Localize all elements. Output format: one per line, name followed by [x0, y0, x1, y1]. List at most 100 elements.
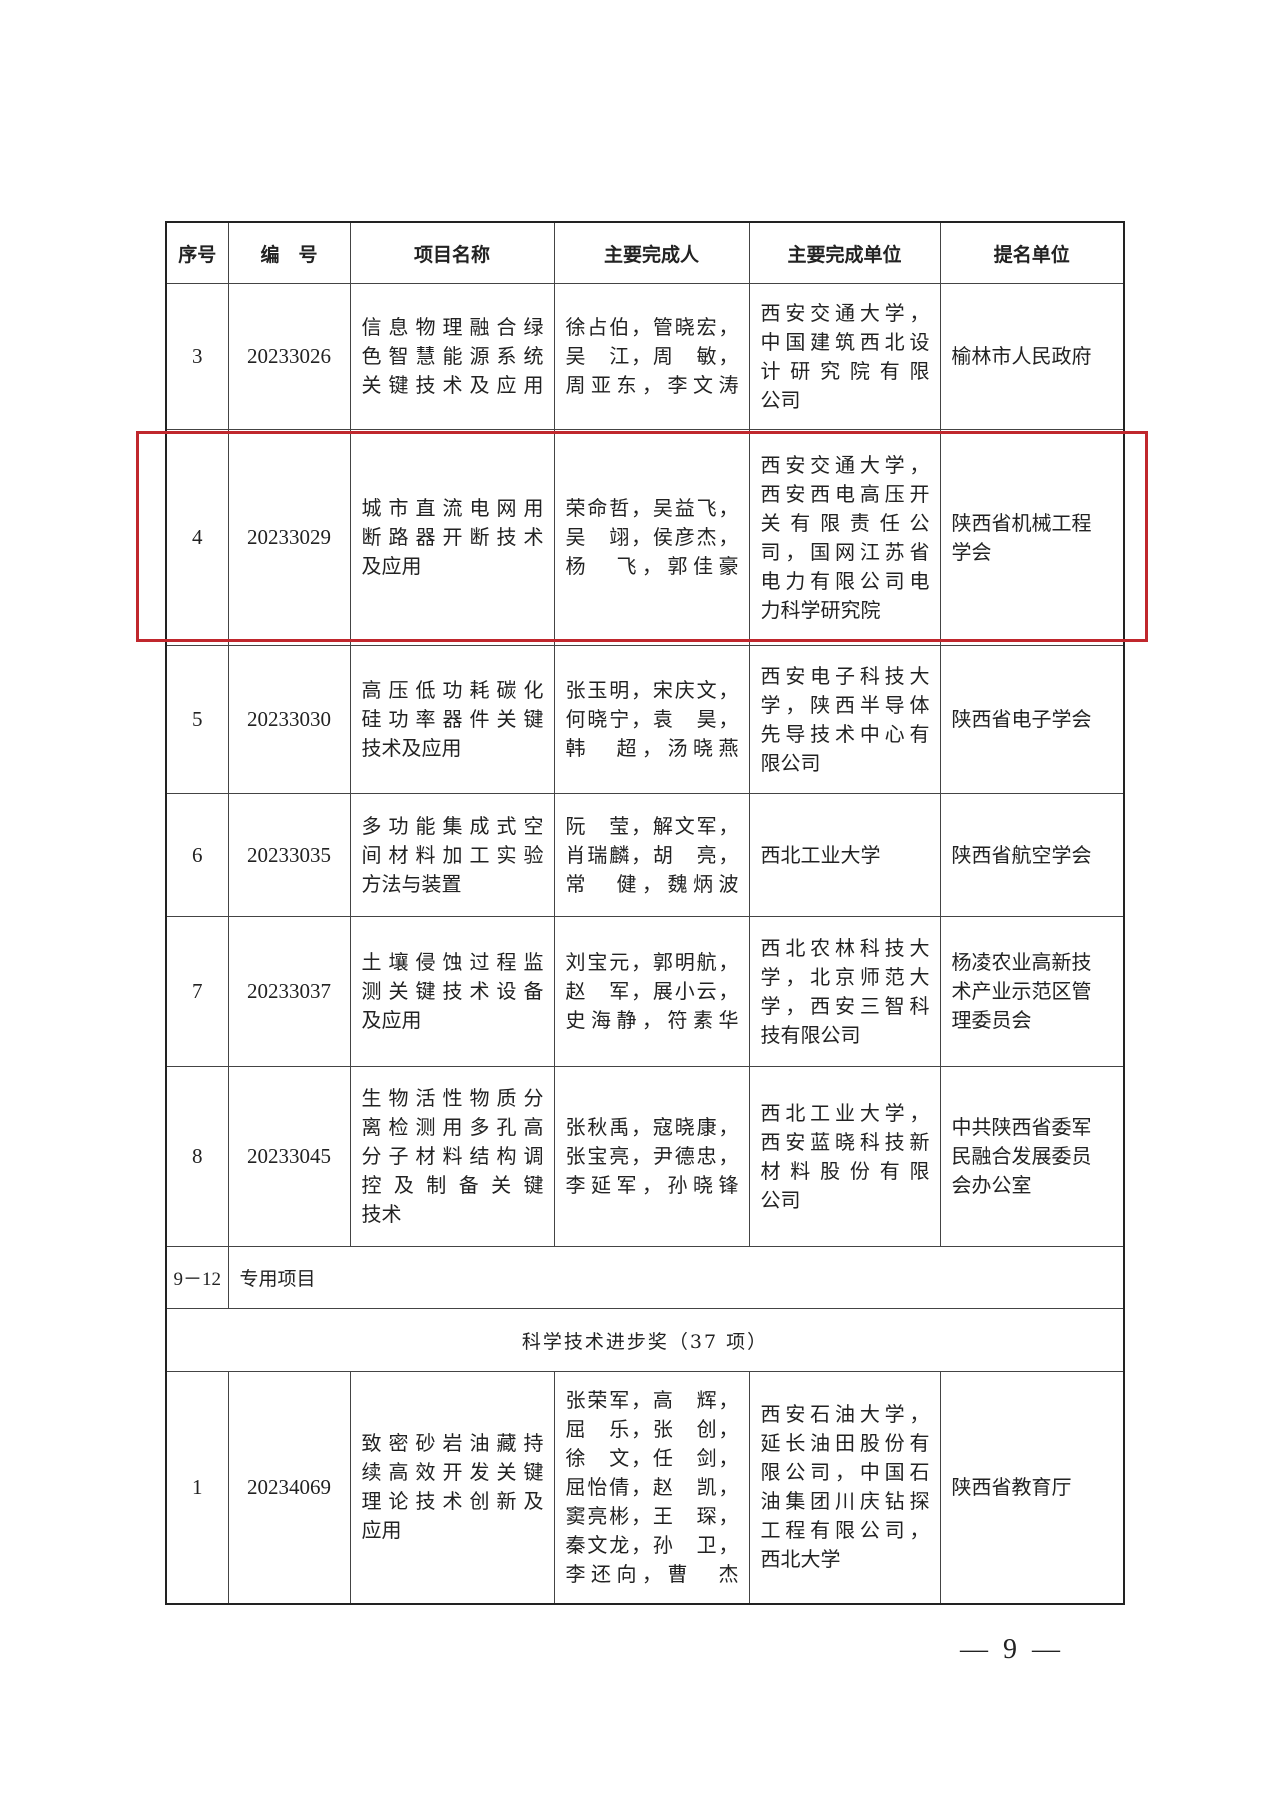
cell-line: 李还向，曹 杰	[565, 1561, 739, 1586]
project-name: 生物活性物质分 离检测用多孔高 分子材料结构调 控及制备关键 技术	[349, 1066, 555, 1247]
cell-line: 屈 乐，张 创，	[565, 1416, 739, 1441]
cell-line: 西安蓝晓科技新	[760, 1129, 930, 1154]
project-code: 20233035	[227, 793, 351, 917]
cell-line: 中共陕西省委军	[951, 1115, 1092, 1139]
project-name: 信息物理融合绿 色智慧能源系统 关键技术及应用	[349, 283, 555, 430]
cell-line: 周亚东，李文涛	[565, 373, 739, 397]
cell-line: 控及制备关键	[361, 1173, 544, 1197]
project-code: 20233037	[227, 916, 351, 1067]
cell-line: 陕西省电子学会	[951, 707, 1092, 731]
main-contributors: 徐占伯，管晓宏， 吴 江，周 敏， 周亚东，李文涛	[553, 283, 750, 430]
cell-line: 徐占伯，管晓宏，	[565, 315, 739, 339]
cell-line: 吴 江，周 敏，	[565, 344, 739, 368]
cell-line: 张秋禹，寇晓康，	[565, 1115, 739, 1139]
main-contributors: 阮 莹，解文军， 肖瑞麟，胡 亮， 常 健，魏炳波	[553, 793, 750, 917]
main-contributors: 荣命哲，吴益飞， 吴 翊，侯彦杰， 杨 飞，郭佳豪	[553, 429, 750, 646]
nominating-unit: 陕西省电子学会	[939, 645, 1125, 794]
cell-line: 断路器开断技术	[361, 525, 544, 549]
cell-line: 西北工业大学，	[760, 1100, 930, 1125]
table-header: 序号编 号项目名称 主要完成人 主要完成单位 提名单位	[165, 221, 1125, 284]
column-header: 主要完成单位	[748, 221, 941, 284]
project-name: 致密砂岩油藏持 续高效开发关键 理论技术创新及 应用	[349, 1371, 555, 1604]
cell-line: 学会	[951, 539, 992, 564]
cell-line: 阮 莹，解文军，	[565, 813, 739, 838]
cell-line: 徐 文，任 剑，	[565, 1445, 739, 1470]
nominating-unit: 榆林市人民政府	[939, 283, 1125, 430]
cell-line: 计研究院有限	[760, 358, 930, 383]
cell-line: 关有限责任公	[760, 510, 930, 535]
cell-line: 续高效开发关键	[361, 1460, 544, 1485]
cell-line: 学，西安三智科	[760, 993, 930, 1018]
cell-line: 离检测用多孔高	[361, 1115, 544, 1139]
cell-line: 刘宝元，郭明航，	[565, 950, 739, 974]
cell-line: 西北工业大学	[760, 842, 881, 867]
cell-line: 油集团川庆钻探	[760, 1489, 930, 1514]
cell-line: 生物活性物质分	[361, 1086, 544, 1110]
special-label: 专用项目	[227, 1246, 1125, 1309]
row-number: 7	[165, 916, 229, 1067]
cell-line: 色智慧能源系统	[361, 344, 544, 368]
cell-line: 赵 军，展小云，	[565, 979, 739, 1003]
cell-line: 窦亮彬，王 琛，	[565, 1503, 739, 1528]
table-row: 3 20233026 信息物理融合绿 色智慧能源系统 关键技术及应用 徐占伯，管晓宏，吴 …	[165, 283, 1125, 430]
cell-line: 及应用	[361, 1008, 422, 1032]
project-name: 多功能集成式空 间材料加工实验 方法与装置	[349, 793, 555, 917]
cell-line: 技有限公司	[760, 1022, 861, 1047]
project-code: 20233045	[227, 1066, 351, 1247]
cell-line: 信息物理融合绿	[361, 315, 544, 339]
cell-line: 技术及应用	[361, 736, 462, 760]
cell-line: 技术	[361, 1202, 402, 1226]
column-header: 主要完成人	[553, 221, 750, 284]
cell-line: 西北农林科技大	[760, 935, 930, 960]
awards-table: 序号编 号项目名称 主要完成人 主要完成单位 提名单位 3 20233026 信息物理融合…	[165, 221, 1125, 1605]
cell-line: 西安交通大学，	[760, 452, 930, 477]
column-header: 编 号	[227, 221, 351, 284]
main-units: 西安交通大学， 西安西电高压开 关有限责任公 司，国网江苏省 电力有限公司电 力科学研究院	[748, 429, 941, 646]
nominating-unit: 杨凌农业高新技 术产业示范区管 理委员会	[939, 916, 1125, 1067]
cell-line: 屈怡倩，赵 凯，	[565, 1474, 739, 1499]
cell-line: 荣命哲，吴益飞，	[565, 496, 739, 520]
cell-line: 应用	[361, 1518, 402, 1543]
cell-line: 理论技术创新及	[361, 1489, 544, 1514]
project-code: 20233030	[227, 645, 351, 794]
column-header: 提名单位	[939, 221, 1125, 284]
cell-line: 陕西省机械工程	[951, 510, 1092, 535]
cell-line: 西安西电高压开	[760, 481, 930, 506]
nominating-unit: 中共陕西省委军 民融合发展委员 会办公室	[939, 1066, 1125, 1247]
row-number: 1	[165, 1371, 229, 1604]
special-row: 9－12 专用项目	[165, 1246, 1125, 1309]
cell-line: 电力有限公司电	[760, 568, 930, 593]
row-number: 6	[165, 793, 229, 917]
cell-line: 会办公室	[951, 1173, 1032, 1197]
cell-line: 延长油田股份有	[760, 1431, 930, 1456]
cell-line: 何晓宁，袁 昊，	[565, 707, 739, 731]
column-header: 项目名称	[349, 221, 555, 284]
cell-line: 城市直流电网用	[361, 496, 544, 520]
nominating-unit: 陕西省航空学会	[939, 793, 1125, 917]
cell-line: 多功能集成式空	[361, 813, 544, 838]
cell-line: 西安电子科技大	[760, 663, 930, 688]
cell-line: 肖瑞麟，胡 亮，	[565, 842, 739, 867]
nominating-unit: 陕西省教育厅	[939, 1371, 1125, 1604]
cell-line: 学，陕西半导体	[760, 692, 930, 717]
cell-line: 高压低功耗碳化	[361, 678, 544, 702]
main-units: 西北工业大学， 西安蓝晓科技新 材料股份有限 公司	[748, 1066, 941, 1247]
cell-line: 陕西省教育厅	[951, 1474, 1072, 1499]
table-row: 5 20233030 高压低功耗碳化 硅功率器件关键 技术及应用 张玉明，宋庆文， 何晓宁，…	[165, 645, 1125, 794]
cell-line: 杨凌农业高新技	[951, 950, 1092, 974]
project-code: 20234069	[227, 1371, 351, 1604]
cell-line: 西安石油大学，	[760, 1402, 930, 1427]
cell-line: 硅功率器件关键	[361, 707, 544, 731]
main-contributors: 张秋禹，寇晓康， 张宝亮，尹德忠， 李延军，孙晓锋	[553, 1066, 750, 1247]
cell-line: 致密砂岩油藏持	[361, 1431, 544, 1456]
row-number: 3	[165, 283, 229, 430]
row-number: 9－12	[165, 1246, 229, 1309]
cell-line: 分子材料结构调	[361, 1144, 544, 1168]
cell-line: 中国建筑西北设	[760, 329, 930, 354]
row-number: 4	[165, 429, 229, 646]
cell-line: 间材料加工实验	[361, 842, 544, 867]
project-name: 高压低功耗碳化 硅功率器件关键 技术及应用	[349, 645, 555, 794]
cell-line: 土壤侵蚀过程监	[361, 950, 544, 974]
page-number: — 9 —	[960, 1634, 1064, 1665]
cell-line: 张宝亮，尹德忠，	[565, 1144, 739, 1168]
